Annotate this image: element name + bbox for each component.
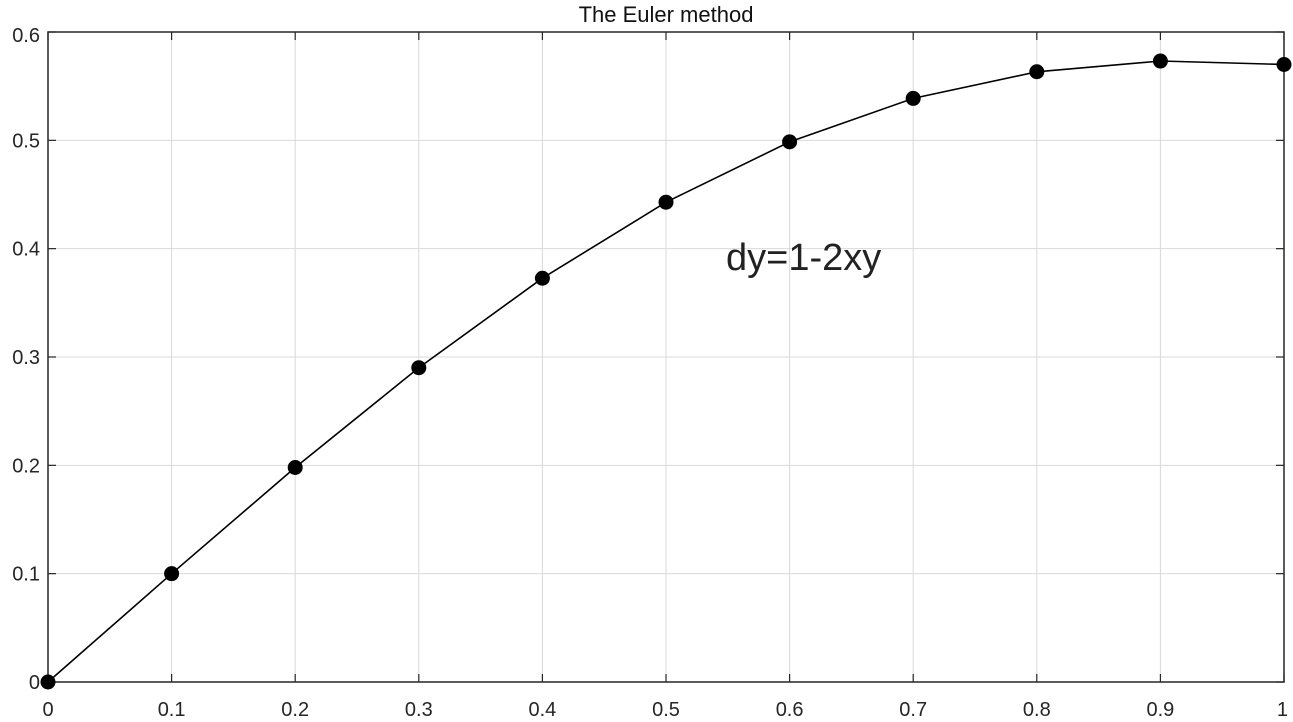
y-tick-label: 0.6 <box>12 25 40 47</box>
x-tick-label: 1 <box>1277 699 1288 721</box>
x-tick-label: 0.2 <box>281 699 309 721</box>
x-tick-label: 0.5 <box>652 699 680 721</box>
x-axis: 0 0.1 0.2 0.3 0.4 0.5 0.6 0.7 0.8 0.9 1 <box>42 32 1288 721</box>
data-point <box>411 360 427 376</box>
data-point <box>1029 64 1045 80</box>
data-point <box>1276 57 1292 72</box>
x-tick-label: 0 <box>42 699 53 721</box>
data-point <box>164 566 180 582</box>
series-layer <box>40 53 1292 690</box>
x-tick-label: 0.4 <box>528 699 556 721</box>
y-tick-label: 0.1 <box>12 564 40 586</box>
y-tick-label: 0.3 <box>12 347 40 369</box>
data-point <box>1152 53 1168 69</box>
data-point <box>534 270 550 286</box>
equation-annotation: dy=1-2xy <box>726 237 881 279</box>
y-tick-label: 0 <box>29 672 40 694</box>
data-point <box>287 460 303 475</box>
y-tick-label: 0.2 <box>12 455 40 477</box>
y-tick-label: 0.4 <box>12 239 40 261</box>
chart-title: The Euler method <box>579 2 754 27</box>
data-point <box>40 674 56 690</box>
x-tick-label: 0.7 <box>899 699 927 721</box>
data-point <box>658 194 674 210</box>
data-point <box>905 90 921 106</box>
x-tick-label: 0.1 <box>158 699 186 721</box>
y-axis: 0 0.1 0.2 0.3 0.4 0.5 0.6 <box>12 25 1284 694</box>
x-tick-label: 0.8 <box>1023 699 1051 721</box>
x-tick-label: 0.9 <box>1146 699 1174 721</box>
x-tick-label: 0.6 <box>776 699 804 721</box>
y-tick-label: 0.5 <box>12 130 40 152</box>
grid <box>48 32 1284 682</box>
x-tick-label: 0.3 <box>405 699 433 721</box>
data-point <box>782 134 798 150</box>
